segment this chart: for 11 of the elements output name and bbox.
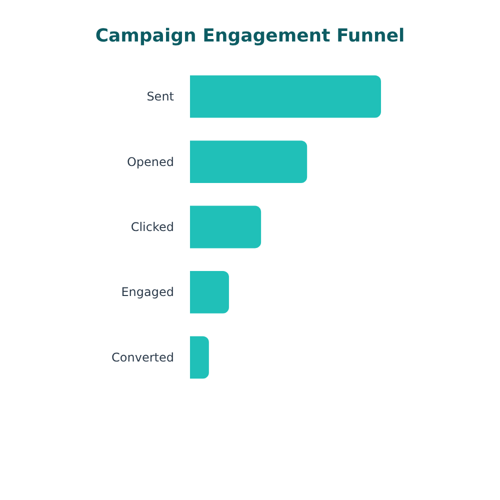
y-tick-label: Opened xyxy=(126,154,174,169)
bar xyxy=(190,140,308,183)
y-tick-label: Sent xyxy=(146,90,174,104)
y-tick-label: Engaged xyxy=(121,285,174,300)
bar xyxy=(190,75,381,118)
chart-title: Campaign Engagement Funnel xyxy=(95,26,405,46)
bar xyxy=(190,206,262,248)
bar xyxy=(190,271,229,314)
y-tick-label: Clicked xyxy=(130,220,174,234)
bar xyxy=(190,336,209,379)
y-tick-label: Converted xyxy=(112,350,174,364)
